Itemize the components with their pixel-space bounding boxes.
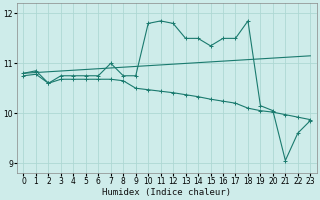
X-axis label: Humidex (Indice chaleur): Humidex (Indice chaleur) (102, 188, 231, 197)
